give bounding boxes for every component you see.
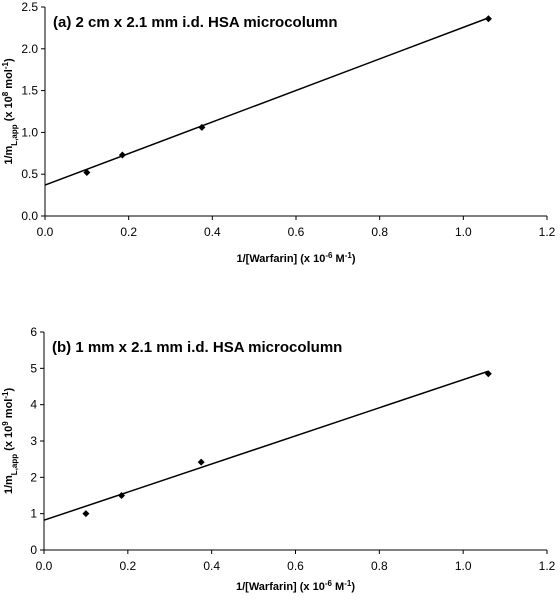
chart-title: (a) 2 cm x 2.1 mm i.d. HSA microcolumn <box>53 14 338 31</box>
x-tick-label: 0.2 <box>119 559 136 573</box>
chart: 0.0 0.2 0.4 0.6 0.8 1.0 1.2 0.0 0.5 1.0 1.5 2.0 2.5 (… <box>1 0 556 265</box>
x-tick-label: 1.2 <box>539 559 556 573</box>
y-axis-label-part: (x 10 <box>3 96 15 124</box>
x-axis-label: 1/[Warfarin] (x 10-6 M-1) <box>236 579 355 594</box>
y-axis-label: 1/mL,app (x 109 mol-1) <box>1 388 19 495</box>
y-tick-label: 2 <box>30 470 37 484</box>
x-axis-label-part: 1/[Warfarin] (x 10 <box>236 581 325 593</box>
x-axis-label-part: M <box>332 581 344 593</box>
data-point <box>484 370 492 378</box>
y-tick-label: 0.5 <box>21 167 38 181</box>
x-tick-label: 0.4 <box>203 559 220 573</box>
data-point <box>118 151 126 159</box>
data-point <box>83 169 91 177</box>
y-tick-label: 5 <box>30 361 37 375</box>
data-point <box>82 510 90 518</box>
data-point <box>198 123 206 131</box>
fit-line <box>44 17 489 186</box>
x-tick-label: 0.8 <box>371 225 388 239</box>
x-tick-label: 0.2 <box>120 225 137 239</box>
x-tick-label: 0.0 <box>36 559 53 573</box>
y-tick-label: 4 <box>30 398 37 412</box>
data-point <box>118 492 126 499</box>
x-tick-label: 0.8 <box>371 559 388 573</box>
data-point <box>484 15 492 23</box>
y-tick-label: 6 <box>30 325 37 339</box>
y-tick-label: 1.0 <box>21 125 38 139</box>
x-tick-label: 0.0 <box>37 225 54 239</box>
y-tick-label: 3 <box>30 434 37 448</box>
x-tick-label: 1.2 <box>539 225 556 239</box>
x-axis-label-part: ) <box>352 253 356 265</box>
y-tick-label: 1.5 <box>21 84 38 98</box>
y-axis-label: 1/mL,app (x 108 mol-1) <box>1 58 19 165</box>
x-axis-label: 1/[Warfarin] (x 10-6 M-1) <box>237 251 356 266</box>
x-tick-label: 1.0 <box>455 225 472 239</box>
chart: 0.0 0.2 0.4 0.6 0.8 1.0 1.2 0 1 2 3 4 5 6 (b) 1 mm x 2… <box>1 325 556 593</box>
y-axis-label-part: 1/m <box>3 475 15 494</box>
y-axis-label-part: 1/m <box>3 145 15 164</box>
y-tick-label: 2.0 <box>21 42 38 56</box>
chart-title: (b) 1 mm x 2.1 mm i.d. HSA microcolumn <box>52 339 342 356</box>
x-tick-label: 0.4 <box>204 225 221 239</box>
x-axis-label-part: -6 <box>325 579 333 588</box>
x-axis-label-part: 1/[Warfarin] (x 10 <box>237 253 326 265</box>
y-tick-label: 2.5 <box>21 0 38 14</box>
y-axis-label-part: L,app <box>10 454 19 475</box>
y-axis-label-part: mol <box>3 69 15 92</box>
y-axis-label-part: ) <box>3 388 15 392</box>
y-axis-label-part: -1 <box>1 61 10 69</box>
y-axis-label-part: mol <box>3 399 15 422</box>
y-axis-label-part: L,app <box>10 124 19 145</box>
x-axis-label-part: -6 <box>325 251 333 260</box>
y-tick-label: 1 <box>30 507 37 521</box>
y-tick-label: 0 <box>30 543 37 557</box>
y-axis-label-part: ) <box>3 58 15 62</box>
x-axis-label-part: -1 <box>345 251 353 260</box>
data-point <box>197 458 205 466</box>
y-axis-label-part: (x 10 <box>3 426 15 454</box>
y-axis-label-part: 9 <box>1 421 10 426</box>
x-axis-label-part: -1 <box>344 579 352 588</box>
y-axis-label-part: -1 <box>1 391 10 399</box>
x-tick-label: 1.0 <box>455 559 472 573</box>
fit-line <box>43 370 489 521</box>
x-axis-label-part: M <box>332 253 344 265</box>
y-axis-label-part: 8 <box>1 91 10 96</box>
x-axis-label-part: ) <box>351 581 355 593</box>
y-tick-label: 0.0 <box>21 209 38 223</box>
x-tick-label: 0.6 <box>287 559 304 573</box>
x-tick-label: 0.6 <box>288 225 305 239</box>
